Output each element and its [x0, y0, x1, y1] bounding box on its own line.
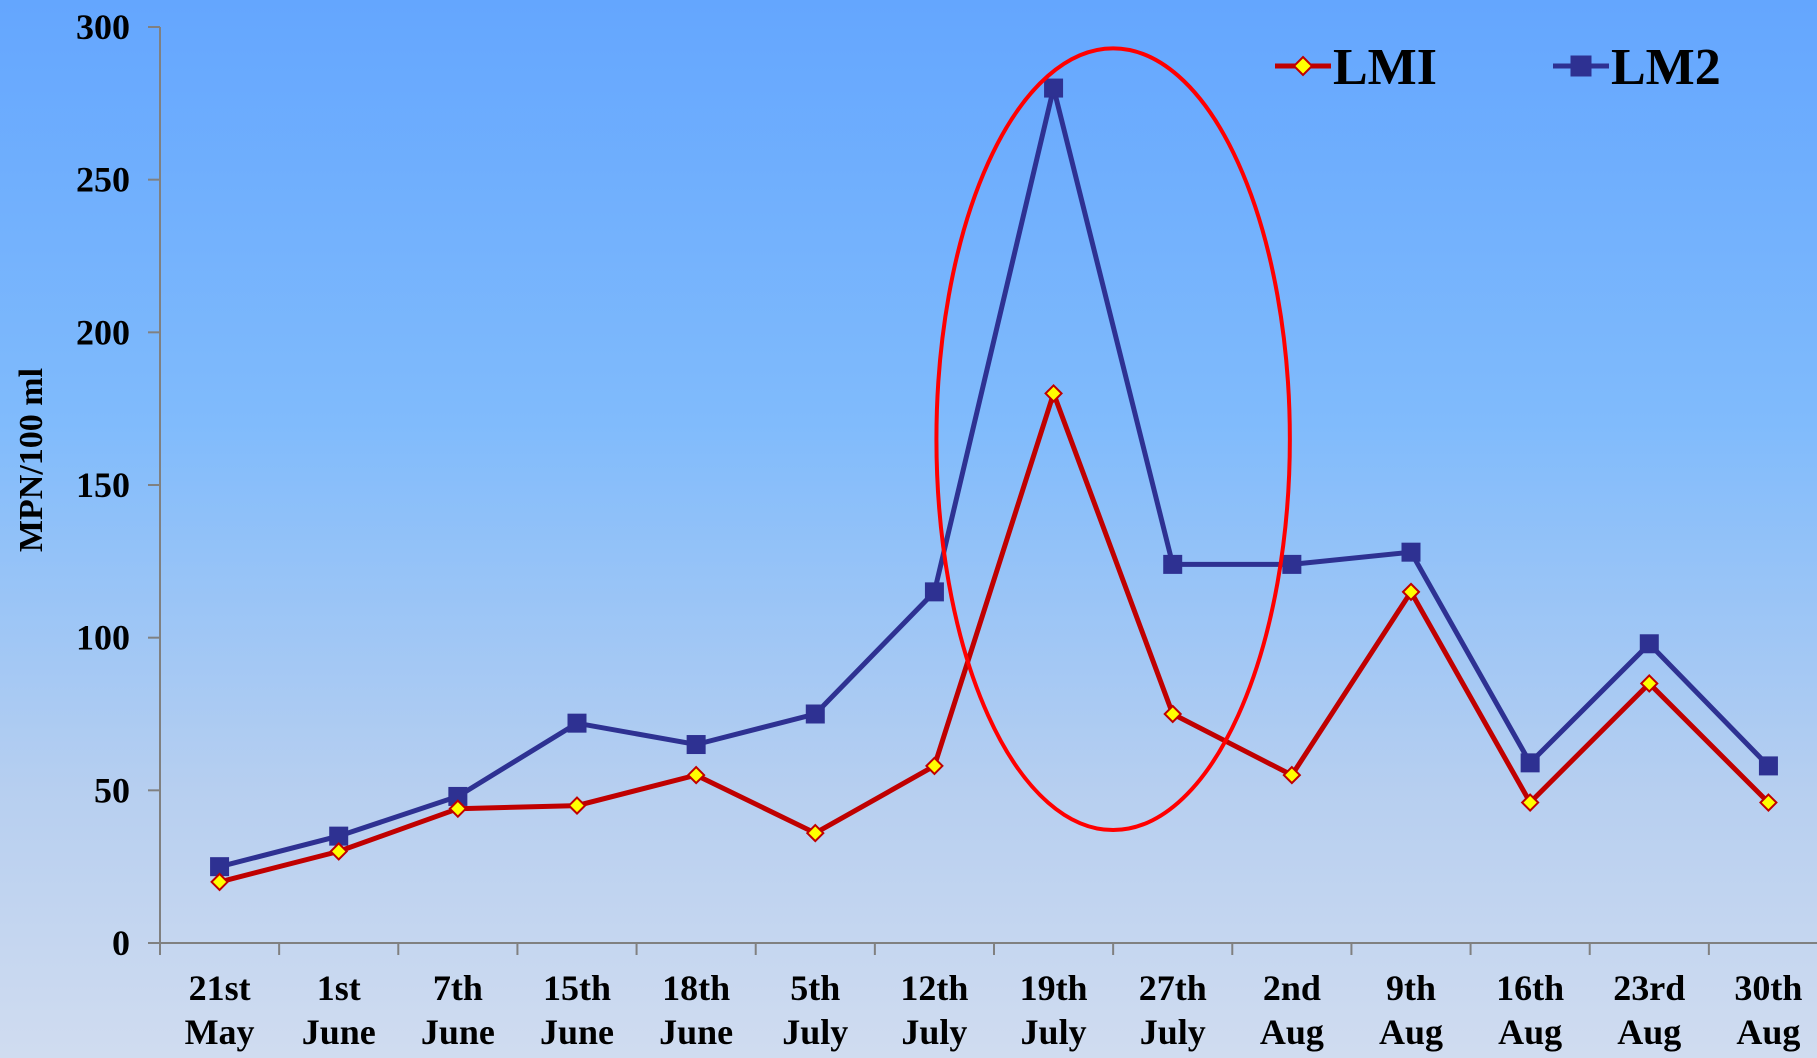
x-tick-labels: 21st May 1st June 7th June 15th June 18th June 5th…: [185, 968, 1803, 1052]
y-tick-labels: 0 50 100 150 200 250 300: [76, 7, 130, 963]
data-point-lm2: [1282, 554, 1302, 574]
x-tick-label: 5th July: [782, 968, 848, 1052]
data-point-lmi: [1639, 674, 1659, 693]
x-tick-label: 30th Aug: [1734, 968, 1802, 1052]
data-point-lmi: [1282, 765, 1302, 785]
x-tick-label: 27th July: [1139, 968, 1207, 1052]
y-tick-label: 250: [76, 160, 130, 200]
x-tick-label: 7th June: [421, 968, 495, 1052]
series-layer: [210, 78, 1778, 892]
data-point-lmi: [805, 823, 825, 843]
x-tick-label: 1st June: [302, 968, 376, 1052]
series-lmi: [210, 383, 1778, 892]
data-point-lm2: [686, 735, 706, 755]
annotation-layer: [934, 46, 1292, 833]
x-tick-label: 12th July: [900, 968, 968, 1052]
legend-label: LM2: [1611, 39, 1721, 96]
x-tick-label: 18th June: [659, 968, 733, 1052]
data-point-lm2: [1758, 756, 1778, 776]
data-point-lm2: [1163, 554, 1183, 574]
y-tick-label: 150: [76, 465, 130, 505]
data-point-lm2: [924, 582, 944, 602]
legend-marker: [1292, 55, 1314, 77]
y-axis-title: MPN/100 ml: [13, 368, 50, 552]
data-point-lmi: [567, 796, 587, 816]
x-tick-label: 2nd Aug: [1260, 968, 1324, 1052]
data-point-lmi: [329, 841, 349, 861]
data-point-lm2: [1639, 634, 1659, 654]
series-line-lmi: [218, 385, 1771, 885]
axes: [148, 26, 1817, 955]
data-point-lmi: [925, 756, 944, 776]
legend: LMI LM2: [1275, 39, 1721, 96]
data-point-lm2: [1520, 753, 1540, 773]
highlight-ellipse: [934, 46, 1292, 833]
data-point-lmi: [1044, 383, 1063, 403]
x-tick-label: 15th June: [540, 968, 614, 1052]
legend-label: LMI: [1333, 39, 1437, 96]
x-tick-label: 9th Aug: [1379, 968, 1443, 1052]
y-tick-label: 0: [112, 923, 130, 963]
x-tick-label: 16th Aug: [1496, 968, 1564, 1052]
y-tick-label: 300: [76, 7, 130, 47]
y-tick-label: 200: [76, 312, 130, 352]
series-lm2: [210, 78, 1778, 877]
data-point-lm2: [1044, 78, 1064, 98]
data-point-lmi: [686, 765, 706, 785]
data-point-lm2: [1401, 542, 1421, 562]
data-point-lmi: [210, 872, 229, 892]
data-point-lmi: [448, 799, 468, 819]
legend-marker: [1570, 55, 1592, 77]
data-point-lm2: [567, 713, 587, 733]
y-tick-label: 100: [76, 618, 130, 658]
x-tick-label: 21st May: [185, 968, 255, 1052]
y-tick-label: 50: [94, 770, 130, 810]
legend-item-lmi: LMI: [1275, 39, 1437, 96]
data-point-lmi: [1401, 582, 1421, 602]
x-tick-label: 23rd Aug: [1613, 968, 1685, 1052]
series-line-lm2: [218, 87, 1771, 870]
legend-item-lm2: LM2: [1553, 39, 1721, 96]
data-point-lmi: [1163, 704, 1183, 724]
data-point-lm2: [805, 704, 825, 724]
data-point-lmi: [1759, 793, 1778, 812]
x-tick-label: 19th July: [1020, 968, 1088, 1052]
data-point-lmi: [1520, 793, 1540, 812]
